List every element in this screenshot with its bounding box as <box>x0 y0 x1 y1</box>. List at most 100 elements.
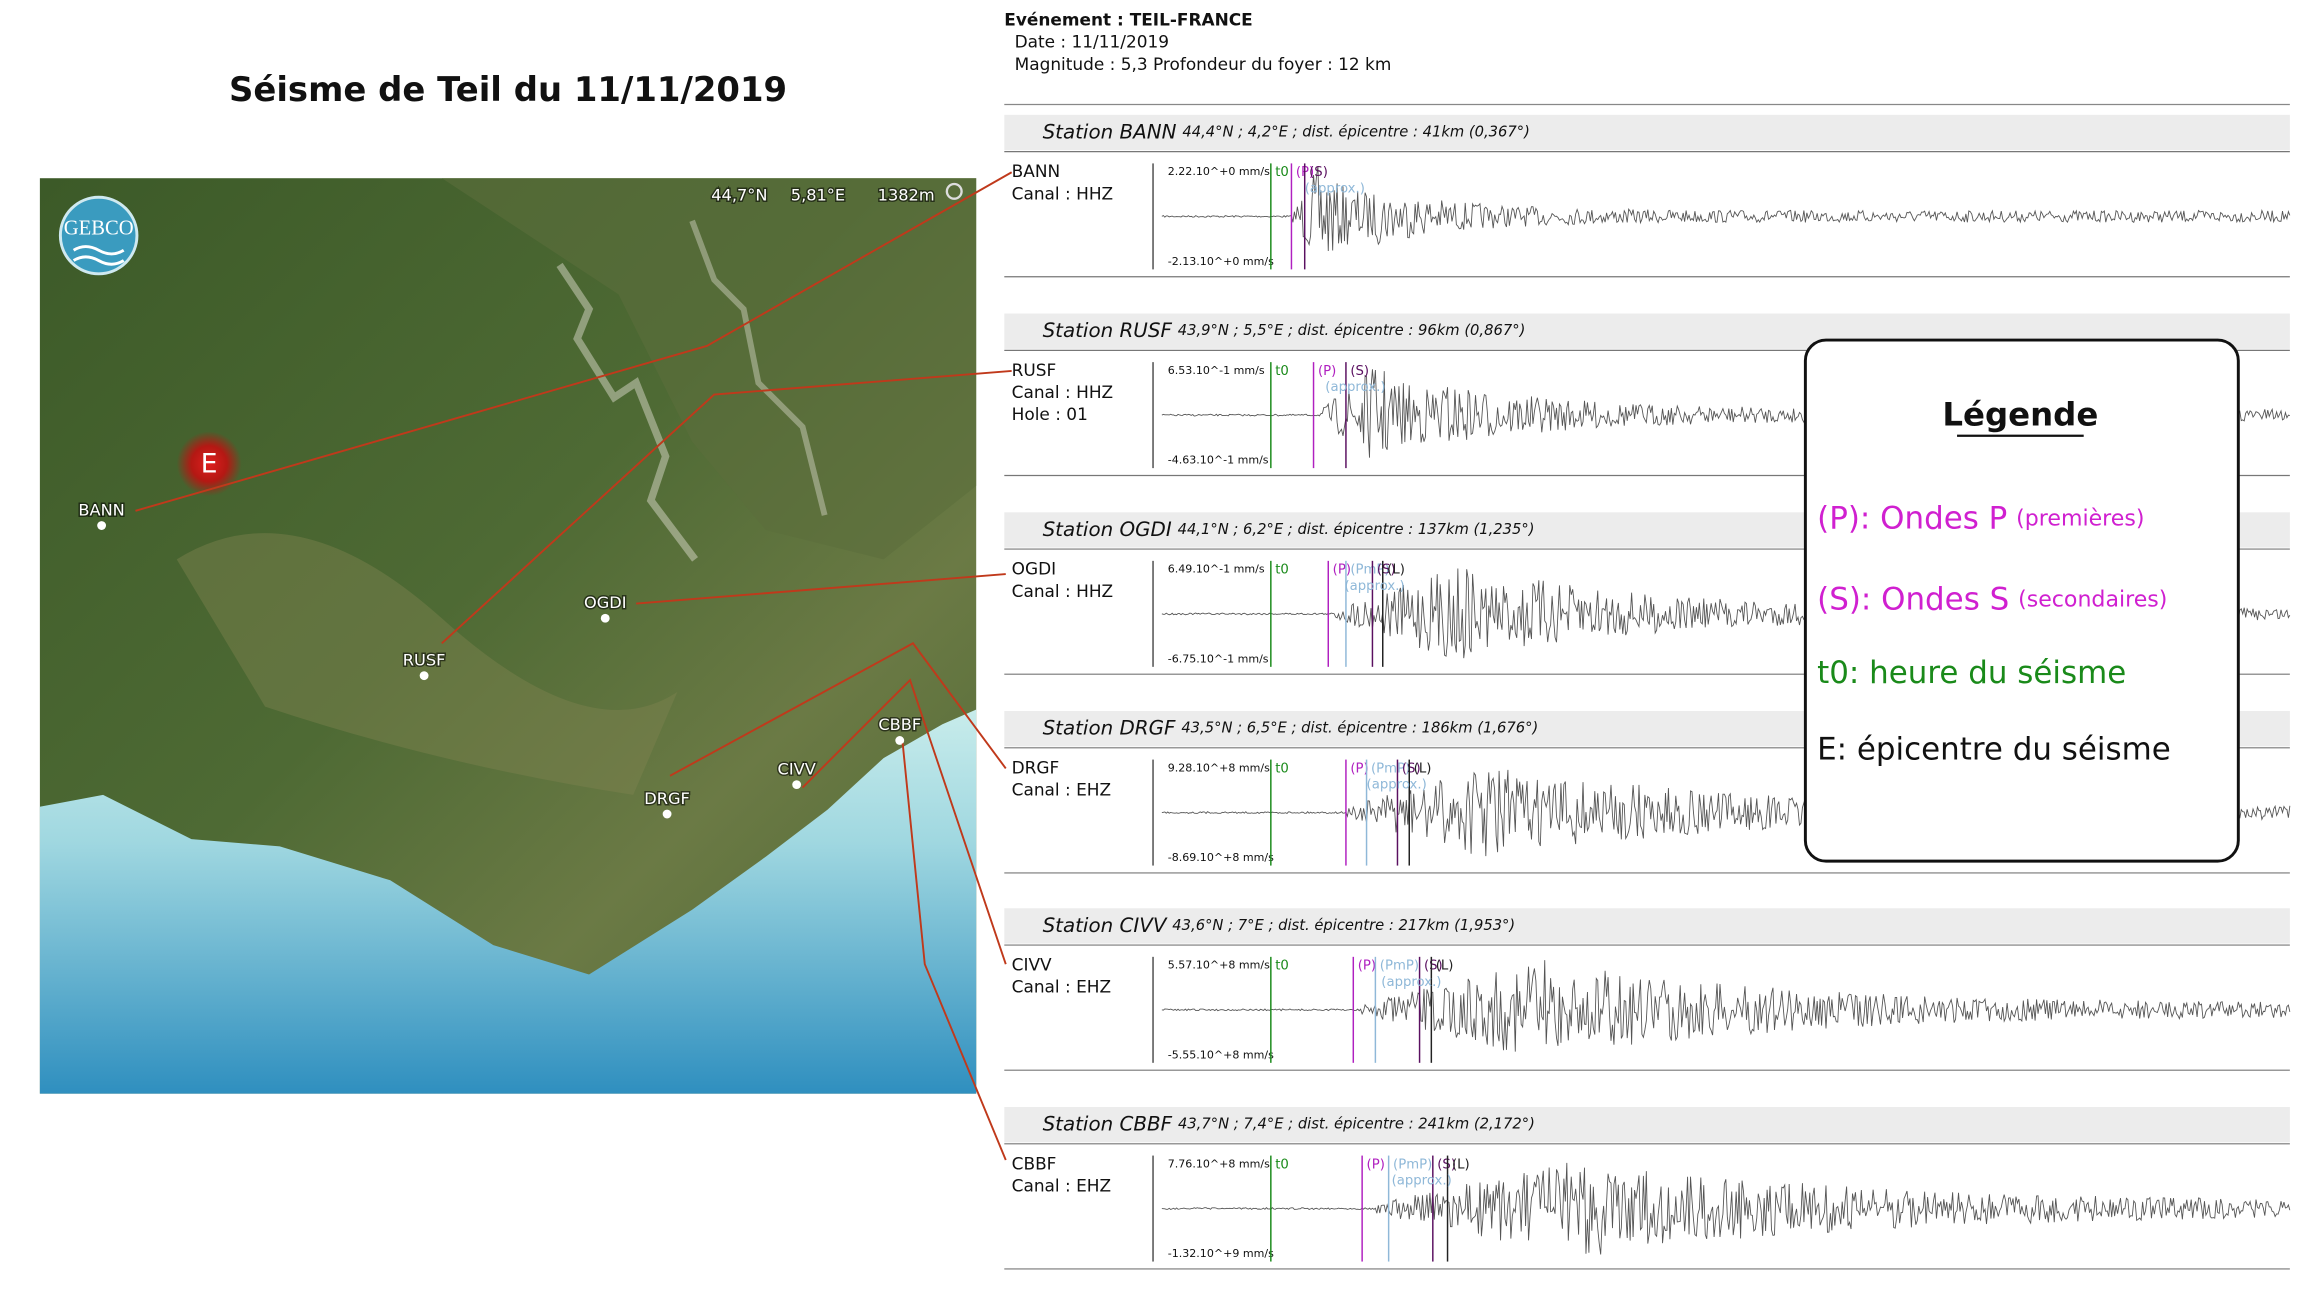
station-info: DRGF <box>1012 757 1060 777</box>
logo-text: GEBCO <box>64 217 134 239</box>
connector <box>801 678 1007 965</box>
connector <box>441 370 1012 644</box>
phase-label: (S) <box>1402 761 1421 776</box>
map-alt: 1382m <box>878 185 935 204</box>
station-panel: Station CIVV 43,6°N ; 7°E ; dist. épicent… <box>1004 908 2291 1071</box>
legend-text: E: épicentre du séisme <box>1817 731 2171 767</box>
phase-label: (P) <box>1367 1157 1385 1172</box>
phase-label: (S) <box>1377 563 1396 578</box>
station-info: Canal : EHZ <box>1012 1175 1111 1195</box>
legend-box <box>1803 338 2240 863</box>
phase-label: t0 <box>1275 761 1289 776</box>
station-label: CBBF <box>878 715 921 734</box>
legend-text: (P): Ondes P <box>1817 500 2007 536</box>
phase-label: (L) <box>1436 959 1454 974</box>
phase-label: t0 <box>1275 364 1289 379</box>
connector <box>636 573 1006 605</box>
station-name: Station RUSF <box>1043 319 1173 342</box>
station-heading: Station BANN 44,4°N ; 4,2°E ; dist. épice… <box>1043 120 1530 143</box>
amplitude-min: -4.63.10^-1 mm/s <box>1168 454 1269 467</box>
station-info: Hole : 01 <box>1012 404 1088 424</box>
phase-label: (PmP) <box>1350 563 1389 578</box>
phase-label: (S) <box>1350 364 1369 379</box>
logo-waves <box>72 245 125 266</box>
station-details: 43,6°N ; 7°E ; dist. épicentre : 217km (… <box>1172 917 1515 934</box>
phase-label: (S) <box>1424 959 1443 974</box>
connector <box>669 642 1007 777</box>
station-dot <box>895 736 905 745</box>
search-icon[interactable] <box>945 182 963 200</box>
phase-label: (approx.) <box>1325 380 1385 395</box>
station-heading-band <box>1004 114 2290 151</box>
map-lon: 5,81°E <box>791 185 845 204</box>
station-info: Canal : EHZ <box>1012 977 1111 997</box>
legend-text: (S): Ondes S <box>1817 581 2009 617</box>
amplitude-min: -1.32.10^+9 mm/s <box>1168 1247 1274 1260</box>
phase-label: (L) <box>1414 761 1432 776</box>
phase-label: t0 <box>1275 959 1289 974</box>
legend-item: E: épicentre du séisme <box>1817 731 2171 767</box>
phase-label: (S) <box>1309 165 1328 180</box>
map-stations: BANN OGDI RUSF DRGF CIVV CBBF <box>77 499 923 819</box>
station-info: Canal : HHZ <box>1012 183 1114 203</box>
station-dot <box>97 521 107 530</box>
phase-label: (approx.) <box>1367 778 1427 793</box>
station-name: Station BANN <box>1043 120 1177 143</box>
phase-label: (approx.) <box>1381 975 1441 990</box>
legend-note: (secondaires) <box>2018 588 2167 613</box>
phase-label: (S) <box>1437 1157 1456 1172</box>
legend-text: t0: heure du séisme <box>1817 655 2126 691</box>
phase-label: (approx.) <box>1344 579 1404 594</box>
legend-item: (S): Ondes S (secondaires) <box>1817 581 2167 617</box>
station-links <box>135 171 1013 1161</box>
amplitude-min: -2.13.10^+0 mm/s <box>1168 255 1274 268</box>
station-dot <box>792 780 802 790</box>
legend-item: (P): Ondes P (premières) <box>1817 500 2144 536</box>
connector <box>901 743 1007 1161</box>
legend: Légende (P): Ondes P (premières) (S): Onde… <box>1803 338 2240 863</box>
phase-label: t0 <box>1275 1157 1289 1172</box>
map-sea <box>39 709 977 1094</box>
amplitude-min: -8.69.10^+8 mm/s <box>1168 851 1274 864</box>
event-details: Magnitude : 5,3 Profondeur du foyer : 12… <box>1015 54 1392 74</box>
station-panel: Station OGDI 44,1°N ; 6,2°E ; dist. épice… <box>1004 512 2291 675</box>
phase-label: (PmP) <box>1393 1157 1432 1172</box>
phase-label: (P) <box>1333 563 1351 578</box>
amplitude-min: -5.55.10^+8 mm/s <box>1168 1048 1274 1061</box>
station-label: RUSF <box>403 650 446 669</box>
waveform <box>1161 1162 2291 1255</box>
legend-title: Légende <box>1942 396 2098 434</box>
station-info: Canal : HHZ <box>1012 581 1114 601</box>
event-date: Date : 11/11/2019 <box>1015 32 1169 52</box>
phase-label: t0 <box>1275 563 1289 578</box>
phase-label: (PmP) <box>1371 761 1410 776</box>
phase-label: (P) <box>1318 364 1336 379</box>
waveform <box>1161 960 2291 1052</box>
phase-label: (L) <box>1452 1157 1470 1172</box>
station-details: 43,5°N ; 6,5°E ; dist. épicentre : 186km… <box>1181 720 1538 737</box>
station-details: 44,1°N ; 6,2°E ; dist. épicentre : 137km… <box>1178 521 1535 538</box>
station-heading: Station RUSF 43,9°N ; 5,5°E ; dist. épice… <box>1043 319 1526 342</box>
map: GEBCO 44,7°N 5,81°E 1382m E <box>39 178 977 1094</box>
station-label: BANN <box>78 500 124 519</box>
phase-label: (P) <box>1350 761 1368 776</box>
station-panel: Station CBBF 43,7°N ; 7,4°E ; dist. épice… <box>1004 1106 2291 1270</box>
phase-label: (approx.) <box>1392 1174 1452 1189</box>
epicenter-marker <box>176 431 242 497</box>
amplitude-max: 9.28.10^+8 mm/s <box>1168 761 1270 774</box>
station-dot <box>419 671 429 681</box>
station-details: 44,4°N ; 4,2°E ; dist. épicentre : 41km … <box>1182 123 1530 140</box>
station-info: RUSF <box>1012 360 1057 380</box>
station-info: BANN <box>1012 161 1061 181</box>
station-heading-band <box>1004 908 2290 944</box>
title: Séisme de Teil du 11/11/2019 <box>229 70 787 109</box>
station-label: DRGF <box>644 789 690 808</box>
amplitude-max: 5.57.10^+8 mm/s <box>1168 959 1270 972</box>
phase-label: (approx.) <box>1305 181 1365 196</box>
event-name: Evénement : TEIL-FRANCE <box>1004 10 1252 30</box>
map-lat: 44,7°N <box>711 185 767 204</box>
station-name: Station DRGF <box>1043 716 1176 739</box>
station-heading: Station OGDI 44,1°N ; 6,2°E ; dist. épice… <box>1043 517 1535 540</box>
amplitude-max: 7.76.10^+8 mm/s <box>1168 1157 1270 1170</box>
